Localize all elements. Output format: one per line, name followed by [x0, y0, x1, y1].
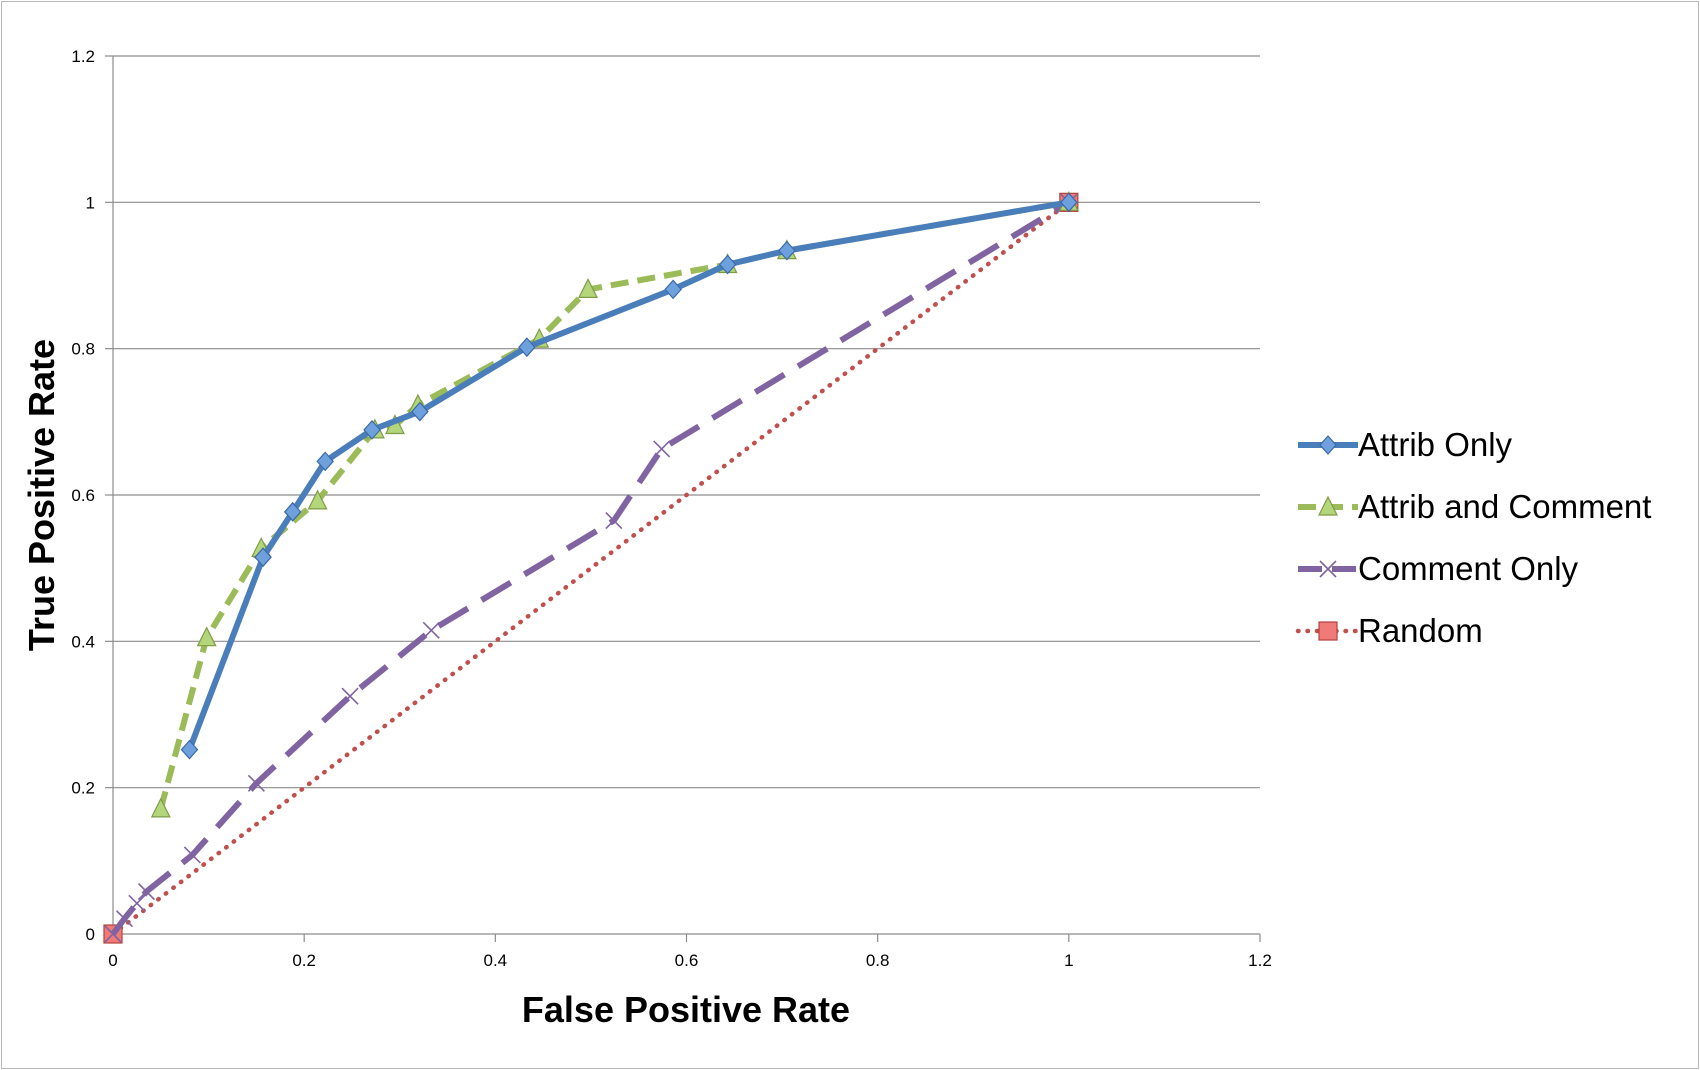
triangle-marker-shape	[578, 278, 599, 299]
x-marker-stroke	[104, 925, 122, 943]
y-tick-label: 0.8	[71, 340, 95, 359]
legend-marker-attrib-only	[1319, 435, 1337, 455]
legend-item-attrib-only: Attrib Only	[1298, 426, 1513, 463]
diamond-marker-shape	[1060, 192, 1078, 213]
data-point-comment-only	[104, 925, 122, 943]
x-tick-label: 0.2	[292, 951, 316, 970]
diamond-marker-shape	[1319, 435, 1337, 455]
data-point-attrib-and-comment	[196, 626, 217, 647]
series-layer	[103, 190, 1079, 944]
x-tick-label: 0.8	[866, 951, 890, 970]
x-marker-stroke	[341, 687, 359, 705]
diamond-marker-shape	[316, 451, 334, 472]
data-point-attrib-only	[718, 254, 737, 275]
x-marker-stroke	[115, 910, 134, 928]
data-point-comment-only	[128, 894, 146, 912]
x-marker-stroke	[247, 774, 265, 792]
diamond-marker-shape	[778, 240, 796, 261]
legend-item-random: Random	[1295, 612, 1483, 649]
x-marker-stroke	[183, 846, 201, 864]
legend-label: Attrib Only	[1358, 426, 1513, 463]
legend-label: Attrib and Comment	[1358, 488, 1651, 525]
x-marker-stroke	[605, 512, 623, 530]
data-point-attrib-only	[411, 401, 429, 422]
data-point-comment-only	[341, 687, 359, 705]
data-point-comment-only	[653, 440, 671, 458]
y-tick-label: 0.4	[71, 632, 95, 651]
y-tick-label: 1	[86, 193, 95, 212]
x-tick-label: 0.6	[675, 951, 699, 970]
data-point-comment-only	[137, 882, 156, 901]
legend-marker-random	[1318, 621, 1338, 641]
diamond-marker-shape	[411, 401, 429, 422]
legend: Attrib Only Attrib and Comment Comment Onl…	[1295, 426, 1651, 649]
data-point-comment-only	[115, 910, 134, 928]
y-tick-labels: 0 0.2 0.4 0.6 0.8 1 1.2	[71, 47, 95, 944]
legend-item-comment-only: Comment Only	[1298, 550, 1579, 587]
x-marker-stroke	[128, 894, 146, 912]
triangle-marker-shape	[150, 797, 171, 818]
legend-marker-attrib-and-comment	[1318, 495, 1338, 516]
data-point-attrib-only	[254, 547, 272, 568]
x-tick-label: 0.4	[484, 951, 508, 970]
data-point-attrib-only	[316, 451, 334, 472]
data-point-attrib-only	[1060, 192, 1078, 213]
diamond-marker-shape	[664, 279, 682, 300]
data-point-attrib-and-comment	[307, 489, 328, 510]
diamond-marker-shape	[283, 501, 302, 522]
data-point-comment-only	[247, 774, 265, 792]
gridlines	[113, 55, 1260, 789]
data-point-comment-only	[183, 846, 201, 864]
legend-marker-comment-only	[1319, 560, 1337, 578]
y-tick-label: 0.6	[71, 486, 95, 505]
y-axis-title: True Positive Rate	[21, 339, 62, 651]
legend-item-attrib-and-comment: Attrib and Comment	[1298, 488, 1651, 525]
x-tick-label: 1.2	[1248, 951, 1272, 970]
y-tick-label: 0	[86, 925, 95, 944]
legend-label: Comment Only	[1358, 550, 1579, 587]
x-tick-label: 1	[1064, 951, 1073, 970]
diamond-marker-shape	[718, 254, 737, 275]
diamond-marker-shape	[518, 337, 536, 358]
diamond-marker-shape	[254, 547, 272, 568]
x-tick-labels: 0 0.2 0.4 0.6 0.8 1 1.2	[108, 951, 1272, 970]
series-line-random	[110, 200, 1072, 937]
data-point-comment-only	[605, 512, 623, 530]
x-marker-stroke	[1319, 560, 1337, 578]
data-point-attrib-only	[180, 739, 199, 760]
x-tick-label: 0	[108, 951, 117, 970]
data-point-attrib-only	[283, 501, 302, 522]
x-marker-stroke	[653, 440, 671, 458]
data-point-attrib-and-comment	[578, 278, 599, 299]
triangle-marker-shape	[1318, 495, 1338, 516]
triangle-marker-shape	[307, 489, 328, 510]
data-point-attrib-only	[778, 240, 796, 261]
data-point-attrib-and-comment	[150, 797, 171, 818]
x-marker-stroke	[422, 621, 440, 639]
square-marker-shape	[1318, 621, 1338, 641]
data-point-attrib-only	[518, 337, 536, 358]
y-tick-label: 0.2	[71, 779, 95, 798]
data-point-attrib-only	[363, 419, 381, 440]
x-marker-stroke	[137, 882, 156, 901]
axes	[105, 55, 1261, 942]
diamond-marker-shape	[180, 739, 199, 760]
data-point-attrib-only	[664, 279, 682, 300]
data-point-comment-only	[422, 621, 440, 639]
triangle-marker-shape	[196, 626, 217, 647]
y-tick-label: 1.2	[71, 47, 95, 66]
x-axis-title: False Positive Rate	[522, 989, 850, 1030]
legend-label: Random	[1358, 612, 1483, 649]
diamond-marker-shape	[363, 419, 381, 440]
